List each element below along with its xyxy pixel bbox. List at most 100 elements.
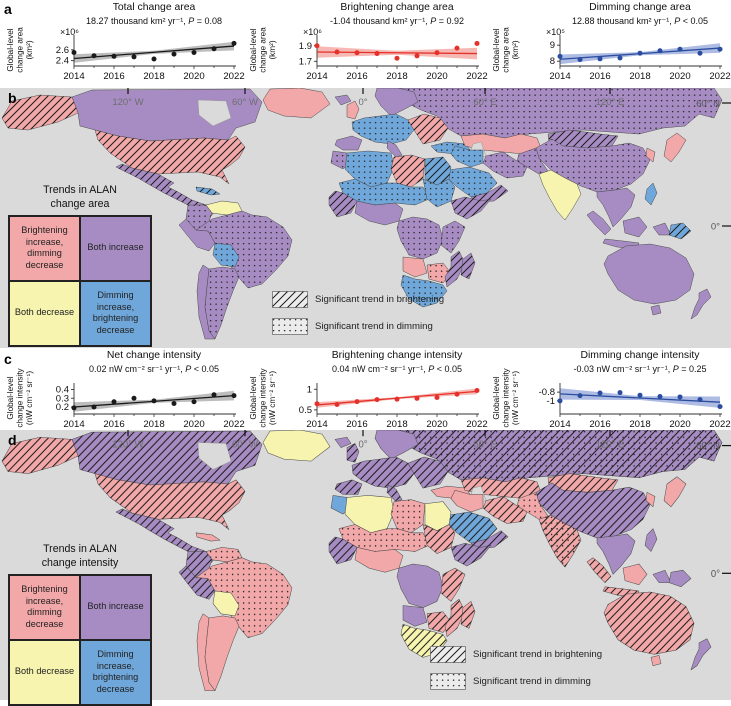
quadrant-grid: Brightening increase, dimming decrease Bo… xyxy=(8,573,152,706)
region-drc-dots-overlay xyxy=(397,217,443,259)
data-point xyxy=(171,51,177,57)
region-sahel-dots-overlay xyxy=(339,524,429,552)
region-korea xyxy=(645,147,656,163)
region-libya-hatch-overlay xyxy=(391,155,425,187)
data-point xyxy=(191,399,197,405)
x-tick-label: 2014 xyxy=(306,419,328,430)
axis-scale-label: ×10⁶ xyxy=(303,27,322,37)
region-russia-dots-overlay xyxy=(395,88,722,138)
axis-scale-label: ×10⁵ xyxy=(546,27,565,37)
x-tick-label: 2018 xyxy=(386,419,407,430)
region-bolivia xyxy=(212,590,240,617)
chart-row-a: Total change area 18.27 thousand km² yr⁻¹… xyxy=(0,0,731,88)
x-tick-label: 2022 xyxy=(466,419,487,430)
quadrant-legend: Trends in ALAN change intensity Brightenin… xyxy=(8,543,152,706)
region-iberia-hatch-overlay xyxy=(335,479,362,495)
region-hudson xyxy=(197,99,232,127)
x-tick-label: 2016 xyxy=(346,419,367,430)
x-tick-label: 2018 xyxy=(629,419,650,430)
y-axis-label: Global-level xyxy=(492,376,501,419)
chart-dimming-change-area: Dimming change area 12.88 thousand km² yr… xyxy=(486,0,731,88)
longitude-label: 0° xyxy=(358,440,367,451)
data-point xyxy=(334,402,340,408)
y-axis-label: change intensity xyxy=(502,368,511,428)
x-tick-label: 2020 xyxy=(426,71,447,82)
region-cuba-hatch-overlay xyxy=(196,187,220,195)
data-point xyxy=(374,51,380,57)
chart-title: Total change area xyxy=(113,2,196,13)
data-point xyxy=(597,390,603,396)
y-tick-label: 0.5 xyxy=(299,405,312,416)
chart-svg-dimming-change-area: Dimming change area 12.88 thousand km² yr… xyxy=(492,2,731,82)
quadrant-cell-pink: Brightening increase, dimming decrease xyxy=(9,574,80,640)
y-axis-label: (km²) xyxy=(25,40,34,59)
data-point xyxy=(557,53,563,59)
region-iberia xyxy=(334,135,363,151)
data-point xyxy=(191,50,197,56)
region-pakistan-dots-overlay xyxy=(517,492,548,520)
region-madagascar-hatch-overlay xyxy=(461,253,475,279)
region-korea xyxy=(645,492,656,508)
data-point xyxy=(697,397,703,403)
region-greenland xyxy=(262,88,331,119)
y-axis-label: (nW cm⁻² sr⁻¹) xyxy=(268,371,277,425)
region-kenya-dots-overlay xyxy=(441,221,465,253)
region-italy-hatch-overlay xyxy=(387,485,402,502)
region-yemenoman-hatch-overlay xyxy=(471,185,508,202)
chart-stat: 0.02 nW cm⁻² sr⁻¹ yr⁻¹, P < 0.05 xyxy=(89,364,219,374)
region-usa-hatch-overlay xyxy=(95,130,245,184)
data-point xyxy=(334,49,340,55)
data-point xyxy=(434,50,440,56)
data-point xyxy=(677,394,683,400)
quadrant-legend-title: Trends in ALAN change intensity xyxy=(41,543,119,569)
latitude-label: 0° xyxy=(711,222,720,233)
data-point xyxy=(231,40,237,46)
dots-swatch-icon xyxy=(430,673,466,690)
region-peru-hatch-overlay xyxy=(179,566,215,600)
data-point xyxy=(597,56,603,62)
x-tick-label: 2020 xyxy=(183,71,204,82)
data-point xyxy=(474,388,480,394)
longitude-label: 0° xyxy=(358,97,367,108)
region-usa-hatch-overlay xyxy=(95,473,245,530)
y-axis-label: Global-level xyxy=(6,376,15,419)
quadrant-cell-blue: Dimming increase, brightening decrease xyxy=(80,639,151,705)
x-tick-label: 2014 xyxy=(63,71,85,82)
region-india xyxy=(538,169,582,221)
region-borneo xyxy=(622,216,648,238)
region-mozambique-hatch-overlay xyxy=(445,599,465,637)
x-tick-label: 2016 xyxy=(103,419,124,430)
region-egypt-hatch-overlay xyxy=(425,157,451,185)
region-cuba xyxy=(195,532,221,542)
sig-legend-label: Significant trend in brightening xyxy=(315,294,445,305)
x-tick-label: 2016 xyxy=(589,419,610,430)
region-hudson xyxy=(197,442,232,470)
region-png xyxy=(668,569,692,588)
region-brazil-dots-overlay xyxy=(196,557,292,638)
region-mexico-hatch-overlay xyxy=(116,164,216,216)
x-tick-label: 2014 xyxy=(549,71,571,82)
region-australia-hatch-overlay xyxy=(604,592,694,655)
data-point xyxy=(354,399,360,405)
region-italy xyxy=(386,140,403,158)
longitude-label: 120° E xyxy=(596,97,625,108)
chart-net-change-intensity: Net change intensity 0.02 nW cm⁻² sr⁻¹ yr… xyxy=(0,348,245,436)
region-russia-dots-overlay xyxy=(395,430,722,482)
chart-title: Brightening change intensity xyxy=(332,350,463,361)
data-point xyxy=(71,50,77,56)
quadrant-cell-yellow: Both decrease xyxy=(9,639,80,705)
data-point xyxy=(131,395,137,401)
longitude-label: 120° W xyxy=(112,97,143,108)
data-point xyxy=(131,54,137,60)
region-borneo xyxy=(622,563,648,585)
latitude-label: 60° N xyxy=(696,441,720,452)
x-tick-label: 2014 xyxy=(306,71,328,82)
data-point xyxy=(394,55,400,61)
region-iran-dots-overlay xyxy=(483,152,527,178)
region-sumatra xyxy=(586,210,612,236)
quadrant-legend-title: Trends in ALAN change area xyxy=(43,184,117,210)
longitude-label: 60° W xyxy=(232,440,259,451)
trend-line xyxy=(73,45,235,60)
dots-swatch-icon xyxy=(272,318,308,335)
data-point xyxy=(717,46,723,52)
